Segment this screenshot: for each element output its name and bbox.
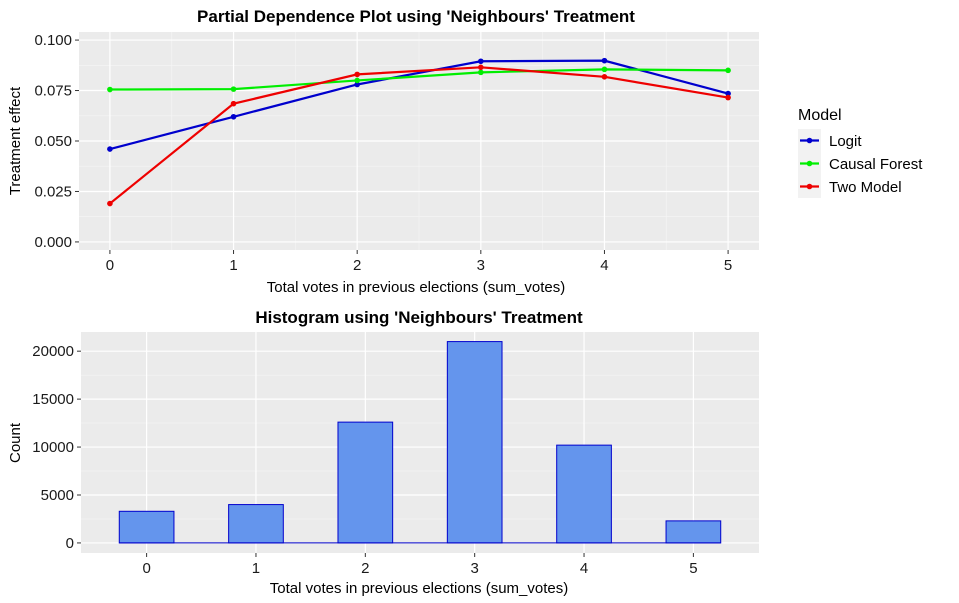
series-point-two-model: [354, 71, 360, 78]
histogram-x-tick-label: 5: [689, 560, 697, 577]
series-point-causal-forest: [601, 66, 608, 73]
histogram-x-tick-label: 0: [142, 560, 150, 577]
histogram-y-tick-label: 0: [66, 535, 74, 552]
pdp-x-axis-title: Total votes in previous elections (sum_v…: [267, 279, 565, 296]
series-line-causal-forest: [109, 68, 729, 91]
histogram-x-axis: 0 1 2 3 4 5: [142, 553, 698, 577]
pdp-x-tick-label: 0: [106, 257, 114, 274]
legend-label: Logit: [829, 133, 862, 150]
histogram-title: Histogram using 'Neighbours' Treatment: [255, 308, 583, 327]
pdp-chart-title: Partial Dependence Plot using 'Neighbour…: [197, 7, 635, 26]
series-point-causal-forest: [354, 77, 360, 84]
histogram-plot-panel: [81, 332, 759, 553]
histogram-gridlines: [81, 332, 759, 553]
pdp-y-axis: 0.000 0.025 0.050 0.075 0.100: [34, 32, 79, 251]
pdp-y-axis-title: Treatment effect: [7, 86, 24, 195]
legend-items: Logit Causal Forest Two Model: [798, 129, 923, 198]
legend-key-causal-forest: [798, 152, 821, 175]
histogram-y-tick-label: 15000: [32, 391, 74, 408]
histogram-bar-3: [446, 341, 503, 544]
series-point-logit: [601, 57, 608, 64]
histogram-chart: Histogram using 'Neighbours' Treatment 0…: [7, 308, 759, 597]
series-point-two-model: [601, 74, 608, 80]
legend-key-two-model: [798, 175, 821, 198]
histogram-y-tick-label: 5000: [41, 487, 74, 504]
pdp-series-points: [107, 57, 731, 207]
histogram-bar-2: [337, 421, 394, 544]
histogram-y-axis: 0 5000 10000 15000 20000: [32, 343, 81, 552]
pdp-y-tick-label: 0.100: [34, 32, 72, 49]
pdp-x-tick-label: 5: [724, 257, 732, 274]
pdp-x-axis: 0 1 2 3 4 5: [106, 250, 732, 274]
histogram-x-tick-label: 1: [252, 560, 260, 577]
histogram-x-tick-label: 4: [580, 560, 588, 577]
legend-label: Causal Forest: [829, 156, 923, 173]
histogram-bars: [118, 341, 722, 544]
histogram-bar-1: [228, 504, 284, 544]
series-point-causal-forest: [478, 69, 484, 76]
pdp-x-tick-label: 2: [353, 257, 361, 274]
histogram-bar-5: [665, 520, 722, 544]
legend-key-logit: [798, 129, 821, 152]
histogram-bar-0: [118, 510, 175, 544]
series-point-logit: [478, 58, 484, 65]
series-point-causal-forest: [230, 86, 237, 92]
histogram-x-tick-label: 3: [471, 560, 479, 577]
legend: Model Logit Causal Forest Two Model: [798, 107, 923, 198]
pdp-y-tick-label: 0.050: [34, 133, 72, 150]
series-line-two-model: [109, 66, 729, 205]
pdp-x-tick-label: 3: [477, 257, 485, 274]
pdp-y-tick-label: 0.000: [34, 234, 72, 251]
series-point-two-model: [107, 200, 113, 207]
partial-dependence-chart: Partial Dependence Plot using 'Neighbour…: [7, 7, 923, 296]
pdp-series-lines: [109, 59, 729, 205]
histogram-bar-4: [556, 444, 612, 544]
histogram-x-axis-title: Total votes in previous elections (sum_v…: [270, 580, 568, 597]
pdp-x-tick-label: 4: [600, 257, 608, 274]
pdp-y-tick-label: 0.075: [34, 83, 72, 100]
legend-title: Model: [798, 107, 842, 124]
series-point-logit: [354, 81, 360, 88]
histogram-y-tick-label: 10000: [32, 439, 74, 456]
series-line-logit: [109, 59, 729, 151]
pdp-gridlines: [79, 32, 759, 250]
series-point-logit: [230, 113, 237, 120]
series-point-two-model: [230, 100, 237, 107]
pdp-y-tick-label: 0.025: [34, 183, 72, 200]
legend-label: Two Model: [829, 179, 902, 196]
series-point-two-model: [478, 64, 484, 71]
series-point-logit: [725, 90, 731, 97]
legend-key-point: [806, 137, 813, 144]
histogram-y-axis-title: Count: [7, 422, 24, 463]
legend-key-point: [806, 183, 813, 190]
series-point-logit: [107, 146, 113, 152]
series-point-causal-forest: [107, 86, 113, 93]
series-point-two-model: [725, 94, 731, 101]
histogram-x-tick-label: 2: [361, 560, 369, 577]
histogram-y-tick-label: 20000: [32, 343, 74, 360]
series-point-causal-forest: [725, 67, 731, 74]
pdp-x-tick-label: 1: [229, 257, 237, 274]
legend-key-point: [806, 160, 813, 167]
